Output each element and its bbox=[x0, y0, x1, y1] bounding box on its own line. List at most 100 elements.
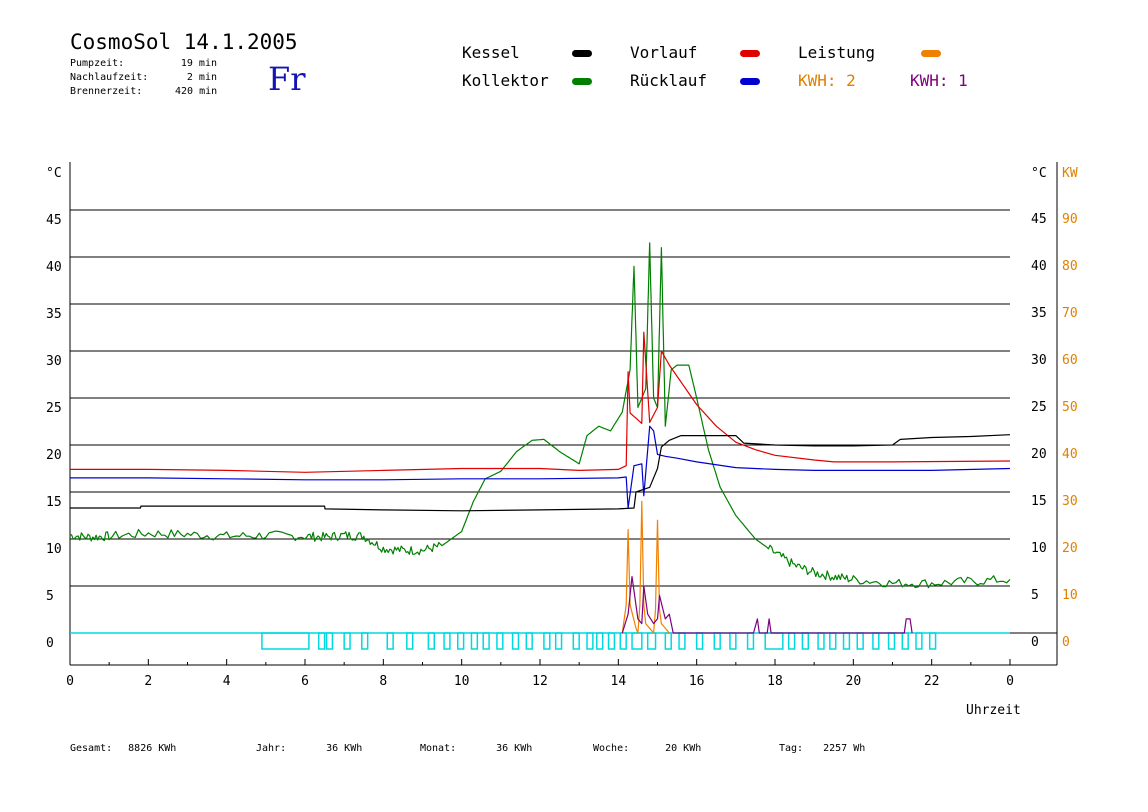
pump-run-block bbox=[572, 632, 580, 650]
legend-kessel-swatch bbox=[572, 50, 592, 57]
x-tick-label: 8 bbox=[379, 674, 387, 689]
y-tick-label-left: 10 bbox=[46, 542, 62, 557]
pump-run-block bbox=[496, 632, 504, 650]
pump-run-block bbox=[543, 632, 551, 650]
pump-run-block bbox=[386, 632, 394, 650]
pump-run-block bbox=[596, 632, 604, 650]
legend-kollektor-label: Kollektor bbox=[462, 71, 549, 90]
pump-run-block bbox=[406, 632, 414, 650]
y2-tick-label: 70 bbox=[1062, 306, 1078, 321]
legend-leistung-label: Leistung bbox=[798, 43, 876, 62]
pump-run-block bbox=[787, 632, 796, 650]
x-tick-label: 10 bbox=[454, 674, 470, 689]
y-tick-label-right: 30 bbox=[1031, 353, 1047, 368]
series-leistung-line bbox=[621, 500, 670, 634]
y2-tick-label: 30 bbox=[1062, 494, 1078, 509]
footer-label: Gesamt: bbox=[70, 743, 113, 754]
x-tick-label: 0 bbox=[1006, 674, 1014, 689]
weekday-label: Fr bbox=[268, 60, 306, 98]
y-tick-label-left: 30 bbox=[46, 354, 62, 369]
y-tick-label-left: 40 bbox=[46, 260, 62, 275]
stat-value: 2 min bbox=[186, 72, 217, 83]
legend-ruecklauf-label: Rücklauf bbox=[630, 71, 708, 90]
y-tick-label-left: 0 bbox=[46, 636, 54, 651]
pump-run-block bbox=[901, 632, 909, 650]
y-tick-label-right: 40 bbox=[1031, 259, 1047, 274]
y-tick-label-left: 15 bbox=[46, 495, 62, 510]
pump-run-block bbox=[525, 632, 533, 650]
pump-run-block bbox=[619, 632, 627, 650]
pump-run-block bbox=[713, 632, 721, 650]
x-tick-label: 2 bbox=[144, 674, 152, 689]
pump-run-block bbox=[317, 632, 326, 650]
y-tick-label-right: 20 bbox=[1031, 447, 1047, 462]
y-axis-unit-right: °C bbox=[1031, 166, 1047, 181]
legend-ruecklauf-swatch bbox=[740, 78, 760, 85]
y2-tick-label: 60 bbox=[1062, 353, 1078, 368]
pump-run-block bbox=[457, 632, 465, 650]
legend-vorlauf-swatch bbox=[740, 50, 760, 57]
footer-label: Jahr: bbox=[256, 743, 287, 754]
footer-gesamt: Gesamt: 8826 KWh bbox=[70, 743, 176, 754]
stat-pumpzeit: Pumpzeit: 19 min bbox=[70, 58, 217, 69]
x-tick-label: 4 bbox=[223, 674, 231, 689]
y-tick-label-left: 5 bbox=[46, 589, 54, 604]
pump-run-block bbox=[829, 632, 837, 650]
pump-run-block bbox=[361, 632, 369, 650]
legend-kessel-label: Kessel bbox=[462, 43, 520, 62]
series-r-cklauf-line bbox=[70, 425, 1011, 509]
series-kollektor-line bbox=[69, 242, 1011, 589]
y-tick-label-left: 20 bbox=[46, 448, 62, 463]
footer-label: Tag: bbox=[779, 743, 804, 754]
stat-label: Brennerzeit: bbox=[70, 86, 143, 97]
y-tick-label-right: 35 bbox=[1031, 306, 1047, 321]
footer-label: Monat: bbox=[420, 743, 457, 754]
y2-tick-label: 80 bbox=[1062, 259, 1078, 274]
y-tick-label-left: 45 bbox=[46, 213, 62, 228]
y2-tick-label: 0 bbox=[1062, 635, 1070, 650]
footer-value: 2257 Wh bbox=[823, 743, 866, 754]
stat-brennerzeit: Brennerzeit: 420 min bbox=[70, 86, 217, 97]
x-tick-label: 6 bbox=[301, 674, 309, 689]
legend-kollektor-swatch bbox=[572, 78, 592, 85]
pump-run-block bbox=[427, 632, 435, 650]
pump-run-block bbox=[928, 632, 937, 650]
legend-leistung-swatch bbox=[921, 50, 941, 57]
pump-run-block bbox=[842, 632, 851, 650]
x-tick-label: 18 bbox=[767, 674, 783, 689]
series-kessel-line bbox=[70, 434, 1011, 512]
footer-value: 8826 KWh bbox=[128, 743, 177, 754]
y2-tick-label: 10 bbox=[1062, 588, 1078, 603]
legend-kwh2-label: KWH: 2 bbox=[798, 71, 856, 90]
x-tick-label: 14 bbox=[611, 674, 627, 689]
pump-run-block bbox=[511, 632, 520, 650]
series-kwh-1-line bbox=[621, 575, 913, 634]
x-axis-title: Uhrzeit bbox=[966, 703, 1021, 718]
pump-run-block bbox=[872, 632, 880, 650]
page-title: CosmoSol 14.1.2005 bbox=[70, 30, 298, 54]
y-tick-label-left: 25 bbox=[46, 401, 62, 416]
x-tick-label: 0 bbox=[66, 674, 74, 689]
pump-run-block bbox=[887, 632, 896, 650]
pump-run-block bbox=[470, 632, 479, 650]
footer-value: 36 KWh bbox=[496, 743, 533, 754]
y-tick-label-right: 25 bbox=[1031, 400, 1047, 415]
footer-tag: Tag: 2257 Wh bbox=[779, 743, 865, 754]
pump-run-block bbox=[856, 632, 864, 650]
y2-tick-label: 20 bbox=[1062, 541, 1078, 556]
pump-run-block bbox=[631, 632, 643, 650]
pump-run-block bbox=[325, 632, 334, 650]
y-tick-label-right: 0 bbox=[1031, 635, 1039, 650]
y-tick-label-right: 45 bbox=[1031, 212, 1047, 227]
pump-run-block bbox=[554, 632, 563, 650]
pump-run-block bbox=[443, 632, 451, 650]
pump-run-block bbox=[801, 632, 810, 650]
x-tick-label: 16 bbox=[689, 674, 705, 689]
stat-label: Nachlaufzeit: bbox=[70, 72, 149, 83]
pump-run-block bbox=[343, 632, 351, 650]
series-vorlauf-line bbox=[70, 331, 1011, 473]
footer-jahr: Jahr: 36 KWh bbox=[256, 743, 362, 754]
pump-run-block bbox=[664, 632, 672, 650]
y2-tick-label: 40 bbox=[1062, 447, 1078, 462]
